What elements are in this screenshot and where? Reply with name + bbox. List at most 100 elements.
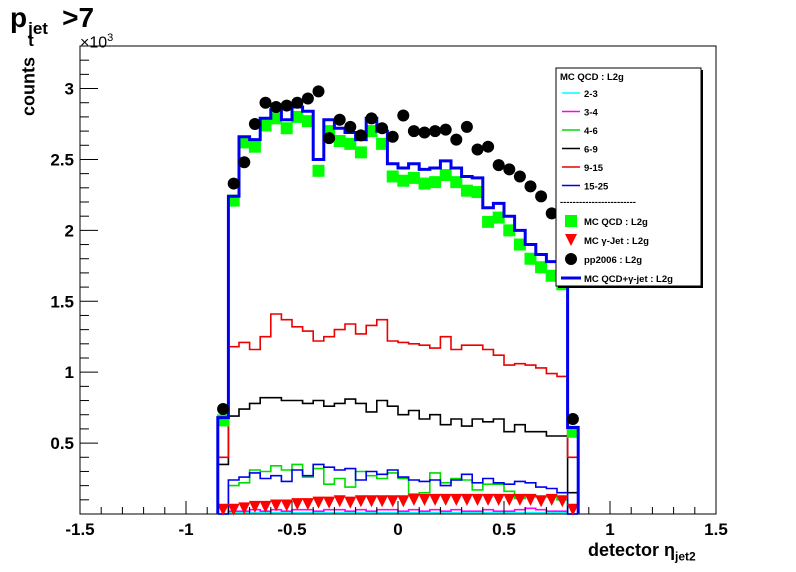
pp2006-data-point — [471, 143, 484, 156]
legend-entry-label: pp2006 : L2g — [584, 255, 642, 266]
pp2006-data-point — [323, 132, 336, 145]
legend-circle-swatch — [565, 253, 577, 265]
legend-triangle-swatch — [565, 234, 577, 246]
qcd-square-point — [482, 215, 495, 228]
pp2006-data-point — [227, 177, 240, 190]
chart-title: p jet t >7 — [10, 4, 94, 51]
gamma-jet-triangle-point — [545, 493, 558, 506]
gamma-jet-triangle-point — [492, 493, 505, 506]
y-tick-label: 1.5 — [50, 292, 74, 311]
gamma-jet-triangle-point — [376, 495, 389, 508]
pp2006-data-point — [450, 133, 463, 146]
legend-entry-label: 9-15 — [584, 163, 604, 174]
y-tick-label: 3 — [65, 80, 74, 99]
pp2006-data-point — [248, 118, 261, 130]
x-tick-label: -1 — [178, 520, 193, 539]
pp2006-data-point — [397, 109, 410, 122]
x-tick-label: -0.5 — [277, 520, 306, 539]
gamma-jet-triangle-point — [312, 496, 325, 509]
x-tick-label: -1.5 — [65, 520, 94, 539]
gamma-jet-triangle-point — [450, 493, 463, 506]
qcd-square-point — [492, 211, 505, 224]
pp2006-data-point — [376, 122, 389, 135]
pp2006-data-point — [238, 156, 251, 169]
legend-entry-label: MC QCD : L2g — [584, 217, 648, 228]
legend-header: MC QCD : L2g — [560, 72, 624, 83]
gamma-jet-triangle-point — [323, 496, 336, 509]
gamma-jet-triangle-point — [227, 503, 240, 516]
y-tick-label: 2 — [65, 221, 74, 240]
qcd-square-point — [503, 224, 516, 237]
y-multiplier-exp: 3 — [107, 32, 114, 44]
series-9-15-line — [217, 313, 579, 514]
pp2006-data-point — [407, 125, 420, 138]
pp2006-data-point — [492, 159, 505, 172]
pp2006-data-point — [280, 99, 293, 112]
pp2006-data-point — [439, 123, 452, 136]
y-multiplier: ×103 — [80, 32, 113, 52]
gamma-jet-triangle-point — [471, 493, 484, 506]
gamma-jet-triangle-point — [524, 493, 537, 506]
qcd-square-point — [418, 177, 431, 190]
qcd-square-point — [291, 110, 304, 123]
y-axis-label: counts — [18, 57, 39, 117]
qcd-square-point — [365, 125, 378, 138]
gamma-jet-triangle-point — [407, 493, 420, 506]
gamma-jet-triangle-point — [344, 496, 357, 509]
pp2006-data-point — [482, 140, 495, 153]
pp2006-data-point — [418, 126, 431, 139]
legend-entry-label: 3-4 — [584, 108, 598, 119]
qcd-square-point — [524, 252, 537, 265]
gamma-jet-triangle-point — [556, 495, 569, 508]
legend: MC QCD : L2g 2-3 3-4 4-6 6-9 9-15 15-25 -------… — [555, 67, 703, 288]
pp2006-data-point — [312, 85, 325, 98]
gamma-jet-triangle-point — [365, 495, 378, 508]
x-tick-label: 1 — [605, 520, 614, 539]
gamma-jet-triangle-point — [566, 503, 579, 516]
legend-entry-label: 4-6 — [584, 126, 598, 137]
x-axis-label: detector ηjet2 — [588, 540, 696, 564]
pp2006-data-point — [259, 96, 272, 109]
legend-separator: ------------------------ — [560, 197, 636, 208]
qcd-square-point — [513, 238, 526, 251]
qcd-square-point — [238, 136, 251, 149]
gamma-jet-triangle-point — [238, 502, 251, 515]
gamma-jet-triangle-point — [280, 499, 293, 512]
qcd-square-point — [248, 140, 261, 153]
qcd-square-point — [407, 171, 420, 184]
legend-entry-label: 15-25 — [584, 182, 609, 193]
gamma-jet-triangle-point — [354, 495, 367, 508]
gamma-jet-triangle-point — [460, 493, 473, 506]
legend-entry-label: MC QCD+γ-jet : L2g — [584, 274, 673, 285]
pp2006-data-point — [270, 100, 283, 113]
gamma-jet-triangle-point — [248, 500, 261, 513]
legend-square-swatch — [565, 215, 577, 227]
legend-entry-label: 6-9 — [584, 145, 598, 156]
qcd-square-point — [301, 115, 314, 128]
pp2006-data-point — [217, 403, 230, 416]
x-axis-label-sub: jet2 — [675, 549, 696, 564]
qcd-square-point — [397, 174, 410, 187]
series-4-6-line — [217, 463, 579, 515]
pp2006-data-point — [460, 120, 473, 133]
gamma-jet-triangle-point — [301, 498, 314, 511]
y-tick-label: 2.5 — [50, 150, 74, 169]
gamma-jet-triangle-point — [503, 493, 516, 506]
qcd-square-point — [460, 184, 473, 197]
gamma-jet-triangle-point — [482, 493, 495, 506]
qcd-square-point — [354, 146, 367, 159]
qcd-square-point — [259, 119, 272, 132]
gamma-jet-triangle-point — [439, 493, 452, 506]
qcd-square-point — [376, 137, 389, 150]
qcd-square-point — [545, 269, 558, 282]
gamma-jet-triangle-point — [386, 495, 399, 508]
y-tick-label: 0.5 — [50, 434, 74, 453]
qcd-square-point — [439, 169, 452, 182]
qcd-square-point — [386, 170, 399, 183]
y-multiplier-base: ×10 — [80, 34, 108, 52]
qcd-square-point — [344, 137, 357, 150]
series-6-9-line — [217, 396, 579, 514]
series-15-25-line — [217, 463, 579, 515]
pp2006-data-point — [524, 180, 537, 193]
